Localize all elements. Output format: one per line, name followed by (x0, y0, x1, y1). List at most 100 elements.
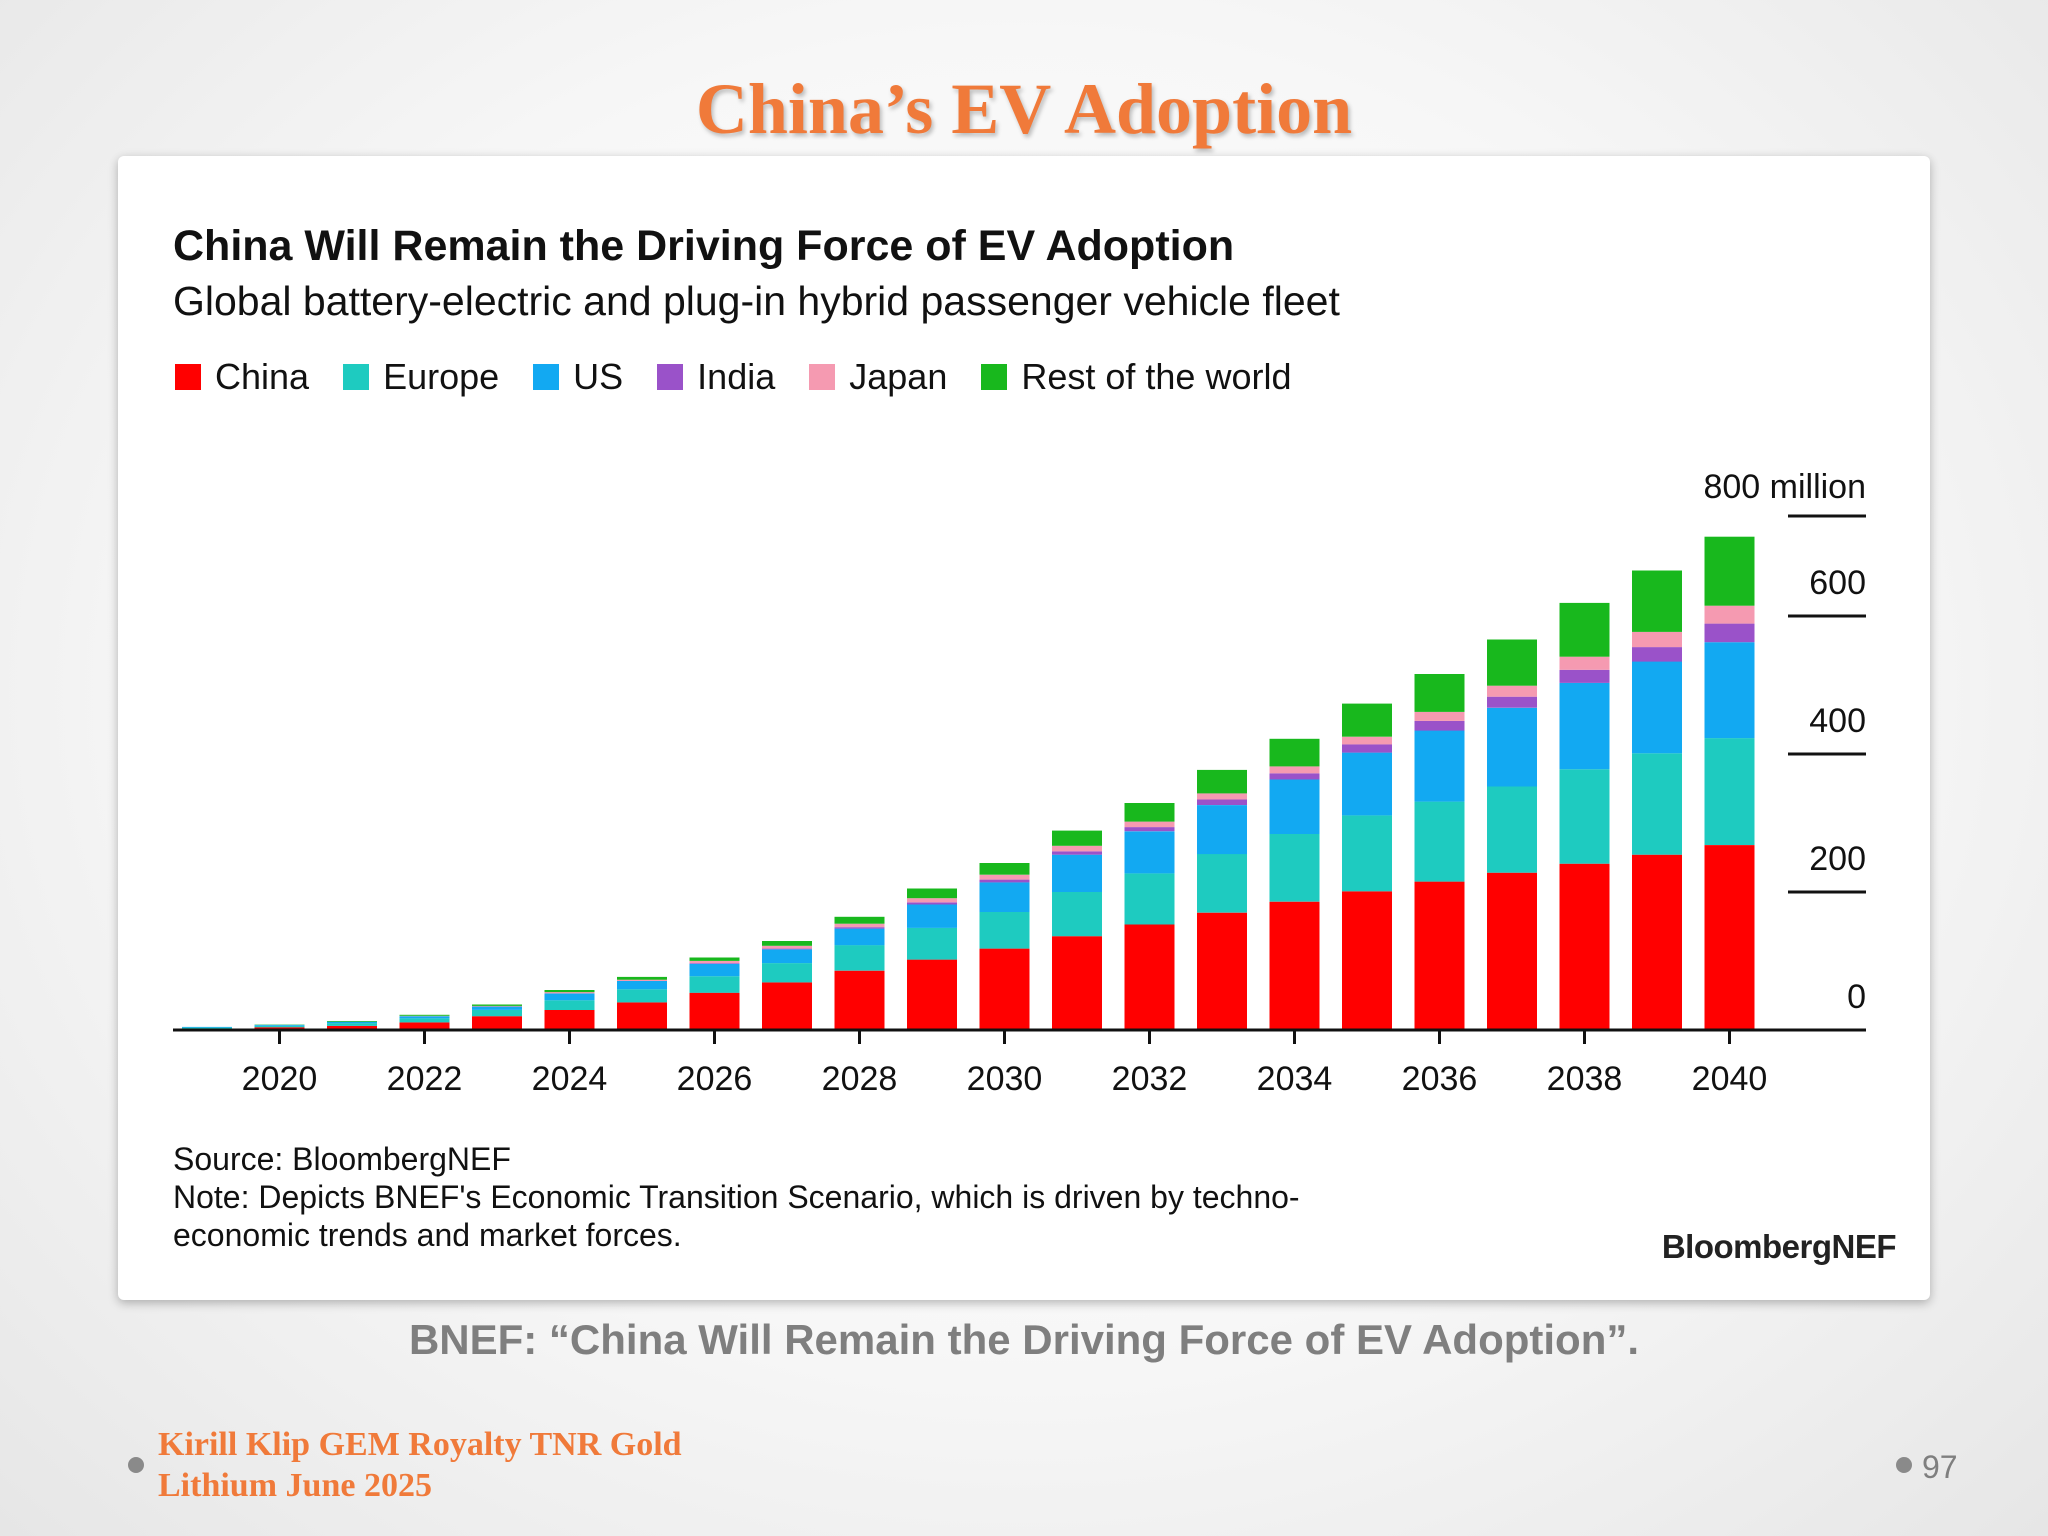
bar-china-2040 (1704, 845, 1755, 1030)
bar-europe-2025 (617, 989, 667, 1003)
legend-swatch-india (657, 364, 684, 390)
bar-japan-2030 (979, 874, 1030, 880)
x-tick-label-2032: 2032 (1112, 1060, 1188, 1098)
bar-us-2031 (1052, 854, 1102, 892)
bar-us-2032 (1124, 831, 1175, 874)
bar-us-2028 (834, 928, 885, 946)
bar-europe-2039 (1632, 753, 1682, 855)
bar-us-2036 (1414, 730, 1465, 802)
legend-label-japan: Japan (849, 356, 948, 397)
bar-japan-2031 (1052, 845, 1102, 852)
slide-title: China’s EV Adoption (695, 69, 1353, 149)
bar-europe-2026 (689, 976, 740, 993)
bar-japan-2025 (617, 979, 667, 981)
bar-china-2033 (1197, 912, 1247, 1030)
chart-legend: China Europe US India Japan Rest of the … (175, 356, 1325, 398)
legend-swatch-rest-of-world (981, 364, 1008, 390)
bloombergnef-logo: BloombergNEF (1661, 1228, 1897, 1265)
bar-rest-of-the-world-2033 (1197, 769, 1247, 794)
bar-us-2020 (254, 1024, 305, 1026)
footer-bullet-icon (128, 1457, 144, 1473)
x-tick-label-2026: 2026 (677, 1060, 753, 1098)
bar-rest-of-the-world-2036 (1414, 674, 1465, 712)
x-tick-label-2020: 2020 (242, 1060, 318, 1098)
footer-line-1: Kirill Klip GEM Royalty TNR Gold (158, 1426, 682, 1463)
bar-japan-2037 (1487, 685, 1537, 697)
y-tick-label-400: 400 (1809, 702, 1866, 740)
x-tick-label-2036: 2036 (1402, 1060, 1478, 1098)
axis-labels: 0 200 400 600 800 million 2020 2022 2024 2026 202… (242, 468, 1866, 1098)
bar-us-2039 (1632, 661, 1682, 754)
bar-india-2028 (834, 927, 885, 929)
bar-europe-2033 (1197, 854, 1247, 913)
legend-item-india: India (657, 356, 775, 398)
legend-label-us: US (573, 356, 624, 397)
bar-rest-of-the-world-2025 (617, 976, 667, 980)
bar-us-2021 (327, 1021, 377, 1024)
bar-india-2026 (689, 963, 740, 964)
y-tick-label-0: 0 (1847, 978, 1866, 1016)
bar-rest-of-the-world-2040 (1704, 536, 1755, 606)
bar-india-2035 (1342, 744, 1392, 753)
bar-us-2026 (689, 963, 740, 977)
bar-india-2027 (762, 948, 812, 950)
bar-rest-of-the-world-2039 (1632, 570, 1682, 632)
bar-rest-of-the-world-2024 (544, 990, 595, 993)
y-gridlines (1788, 514, 1866, 894)
bar-europe-2040 (1704, 738, 1755, 845)
legend-label-europe: Europe (383, 356, 500, 397)
bar-us-2038 (1559, 682, 1610, 770)
bar-china-2025 (617, 1002, 667, 1030)
bar-china-2036 (1414, 881, 1465, 1030)
bar-china-2021 (327, 1025, 377, 1030)
bar-europe-2020 (254, 1025, 305, 1028)
bar-india-2039 (1632, 647, 1682, 662)
bar-japan-2035 (1342, 736, 1392, 745)
x-tick-label-2034: 2034 (1257, 1060, 1333, 1098)
bar-us-2030 (979, 882, 1030, 912)
x-tick-label-2038: 2038 (1547, 1060, 1623, 1098)
bar-rest-of-the-world-2030 (979, 863, 1030, 875)
bar-china-2037 (1487, 872, 1537, 1030)
bar-rest-of-the-world-2022 (399, 1014, 450, 1016)
page-number: 97 (1922, 1449, 1958, 1485)
bar-us-2025 (617, 981, 667, 990)
bar-europe-2035 (1342, 815, 1392, 892)
bar-us-2034 (1269, 779, 1320, 834)
bar-japan-2027 (762, 945, 812, 949)
footer-line-2: Lithium June 2025 (158, 1467, 432, 1504)
bar-india-2040 (1704, 623, 1755, 643)
y-tick-label-200: 200 (1809, 840, 1866, 878)
bar-rest-of-the-world-2031 (1052, 830, 1102, 846)
legend-item-rest-of-world: Rest of the world (981, 356, 1291, 398)
bar-rest-of-the-world-2035 (1342, 703, 1392, 737)
bar-europe-2037 (1487, 786, 1537, 873)
x-tick-label-2022: 2022 (387, 1060, 463, 1098)
legend-label-india: India (697, 356, 776, 397)
y-tick-label-600: 600 (1809, 564, 1866, 602)
bar-china-2026 (689, 992, 740, 1030)
bar-us-2022 (399, 1016, 450, 1019)
bar-europe-2021 (327, 1023, 377, 1026)
bar-europe-2028 (834, 945, 885, 971)
bar-us-2019 (182, 1026, 232, 1028)
bar-us-2037 (1487, 707, 1537, 787)
bar-rest-of-the-world-2021 (327, 1021, 377, 1022)
bar-japan-2039 (1632, 631, 1682, 648)
bar-india-2029 (907, 902, 957, 905)
bar-europe-2022 (399, 1018, 450, 1023)
bars-group (182, 536, 1755, 1030)
bar-us-2033 (1197, 805, 1247, 855)
bar-china-2028 (834, 970, 885, 1030)
bar-rest-of-the-world-2038 (1559, 602, 1610, 657)
legend-label-rest-of-world: Rest of the world (1021, 356, 1292, 397)
chart-plot: 0 200 400 600 800 million 2020 2022 2024 2026 202… (173, 468, 1866, 1098)
source-text: Source: BloombergNEF (173, 1141, 511, 1177)
bar-china-2029 (907, 959, 957, 1030)
bar-china-2024 (544, 1010, 595, 1030)
chart-card: China Will Remain the Driving Force of E… (118, 156, 1930, 1300)
bar-india-2034 (1269, 773, 1320, 780)
bar-europe-2030 (979, 912, 1030, 949)
note-line-2: economic trends and market forces. (173, 1217, 682, 1253)
bar-japan-2023 (472, 1005, 522, 1007)
